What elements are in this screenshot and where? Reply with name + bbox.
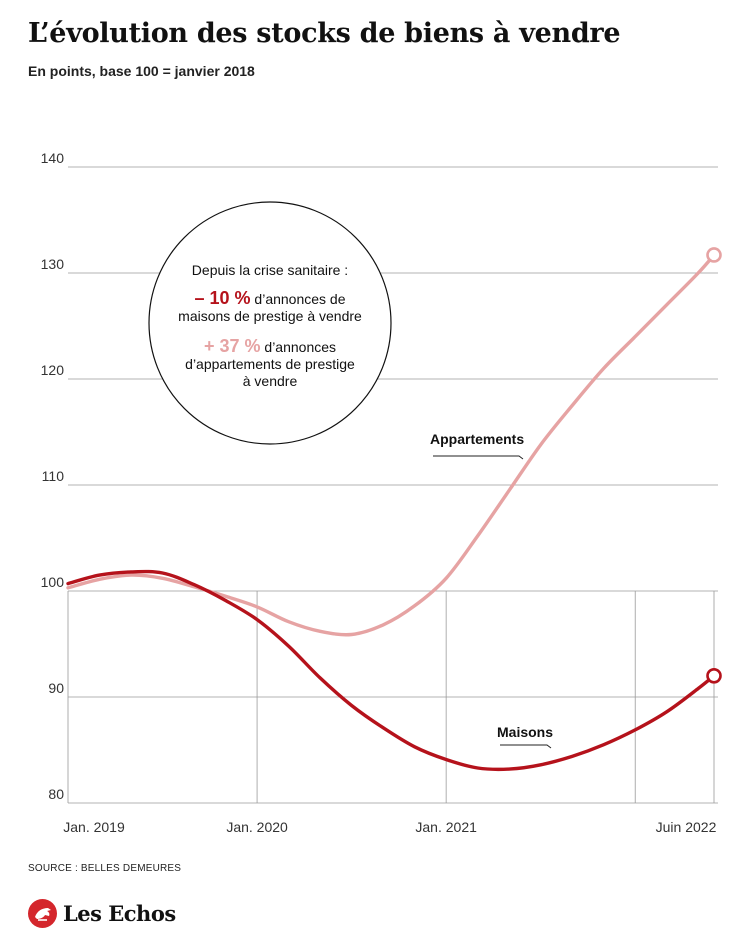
callout-line1: – 10 % d’annonces de — [194, 288, 345, 308]
y-tick-label: 90 — [48, 680, 64, 696]
series-label-layer: Appartements Maisons — [430, 431, 553, 749]
y-tick-label: 110 — [42, 468, 65, 484]
y-tick-label: 120 — [41, 362, 65, 378]
callout-maisons-value: – 10 % — [194, 288, 250, 308]
callout-circle — [148, 201, 392, 445]
source-note: SOURCE : BELLES DEMEURES — [28, 863, 182, 874]
callout-line3-rest: d’annonces — [261, 339, 337, 355]
callout-line4: d’appartements de prestige — [185, 356, 355, 372]
axis-layer: 80 90 100 110 120 130 140 Jan. 2019 Jan. 2020 Jan… — [41, 150, 717, 835]
y-tick-label: 100 — [41, 574, 65, 590]
callout-line5: à vendre — [243, 373, 298, 389]
callout-intro: Depuis la crise sanitaire : — [192, 262, 348, 278]
y-tick-label: 130 — [41, 256, 65, 272]
series-label-pointer-maisons — [500, 744, 552, 749]
x-tick-label: Juin 2022 — [656, 819, 717, 835]
series-label-pointer-appartements — [433, 455, 524, 460]
y-tick-label: 80 — [48, 786, 64, 802]
les-echos-logo: Les Echos — [28, 899, 176, 928]
x-tick-label: Jan. 2021 — [415, 819, 477, 835]
chart-title: L’évolution des stocks de biens à vendre — [28, 18, 621, 49]
y-tick-label: 140 — [41, 150, 65, 166]
x-tick-label: Jan. 2019 — [63, 819, 125, 835]
callout-line1-rest: d’annonces de — [251, 291, 346, 307]
series-line-appartements — [66, 253, 716, 637]
callout-line3: + 37 % d’annonces — [204, 336, 336, 356]
les-echos-logo-text: Les Echos — [63, 901, 176, 926]
series-label-appartements: Appartements — [430, 431, 524, 447]
x-tick-label: Jan. 2020 — [226, 819, 288, 835]
line-chart: 80 90 100 110 120 130 140 Jan. 2019 Jan. 2020 Jan… — [41, 150, 722, 835]
callout-line2: maisons de prestige à vendre — [178, 308, 362, 324]
series-line-maisons — [66, 569, 716, 772]
chart-subtitle: En points, base 100 = janvier 2018 — [28, 63, 255, 79]
callout-appartements-value: + 37 % — [204, 336, 261, 356]
series-end-marker-appartements — [706, 247, 722, 263]
les-echos-logo-icon — [28, 899, 57, 928]
series-label-maisons: Maisons — [497, 724, 553, 740]
series-layer — [66, 247, 722, 772]
callout: Depuis la crise sanitaire : – 10 % d’ann… — [148, 201, 392, 445]
series-end-marker-maisons — [706, 667, 722, 684]
